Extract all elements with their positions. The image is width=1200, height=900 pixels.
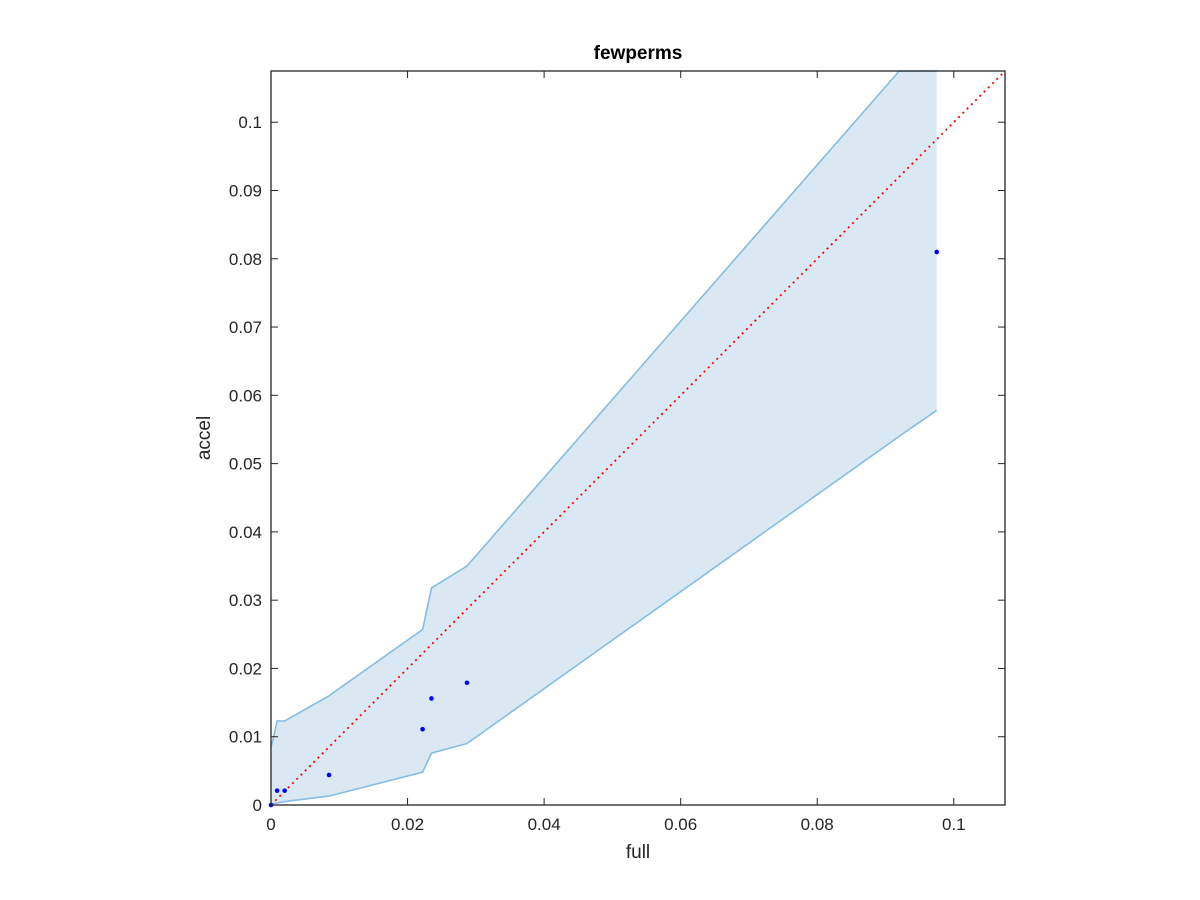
data-point: [934, 249, 940, 255]
y-axis-ticks: 0 0.01 0.02 0.03 0.04 0.05 0.06 0.07 0.08 0.09 0.1: [229, 113, 1005, 815]
data-point: [420, 726, 425, 732]
x-tick-label: 0: [266, 815, 275, 834]
y-tick-label: 0.1: [238, 113, 262, 132]
y-tick-label: 0.05: [229, 455, 262, 474]
x-tick-label: 0.08: [801, 815, 834, 834]
y-tick-label: 0.01: [229, 728, 262, 747]
band-lower-edge: [270, 409, 938, 806]
x-axis-label: full: [626, 842, 650, 863]
y-tick-label: 0.06: [229, 386, 262, 405]
x-tick-label: 0.06: [664, 815, 697, 834]
y-tick-label: 0.03: [229, 591, 262, 610]
y-tick-label: 0.07: [229, 318, 262, 337]
data-point: [464, 680, 470, 686]
reference-line: [270, 70, 1006, 806]
y-axis-label: accel: [194, 416, 215, 460]
y-tick-label: 0: [253, 796, 262, 815]
band-upper-edge: [270, 70, 937, 748]
chart-title: fewperms: [594, 43, 683, 64]
y-tick-label: 0.08: [229, 250, 262, 269]
confidence-band: [270, 70, 938, 806]
data-points: [268, 249, 940, 808]
x-axis-ticks: 0 0.02 0.04 0.06 0.08 0.1: [266, 71, 966, 834]
y-tick-label: 0.02: [229, 659, 262, 678]
band-fill: [271, 71, 937, 805]
data-point: [274, 788, 280, 793]
x-tick-label: 0.04: [528, 815, 561, 834]
data-point: [326, 772, 332, 778]
x-tick-label: 0.02: [391, 815, 424, 834]
data-point: [282, 788, 287, 793]
diagonal-reference-line: [270, 70, 1006, 806]
y-tick-label: 0.04: [229, 523, 262, 542]
axes-box: [270, 70, 1006, 806]
y-tick-label: 0.09: [229, 181, 262, 200]
x-tick-label: 0.1: [942, 815, 966, 834]
data-point: [429, 696, 434, 701]
